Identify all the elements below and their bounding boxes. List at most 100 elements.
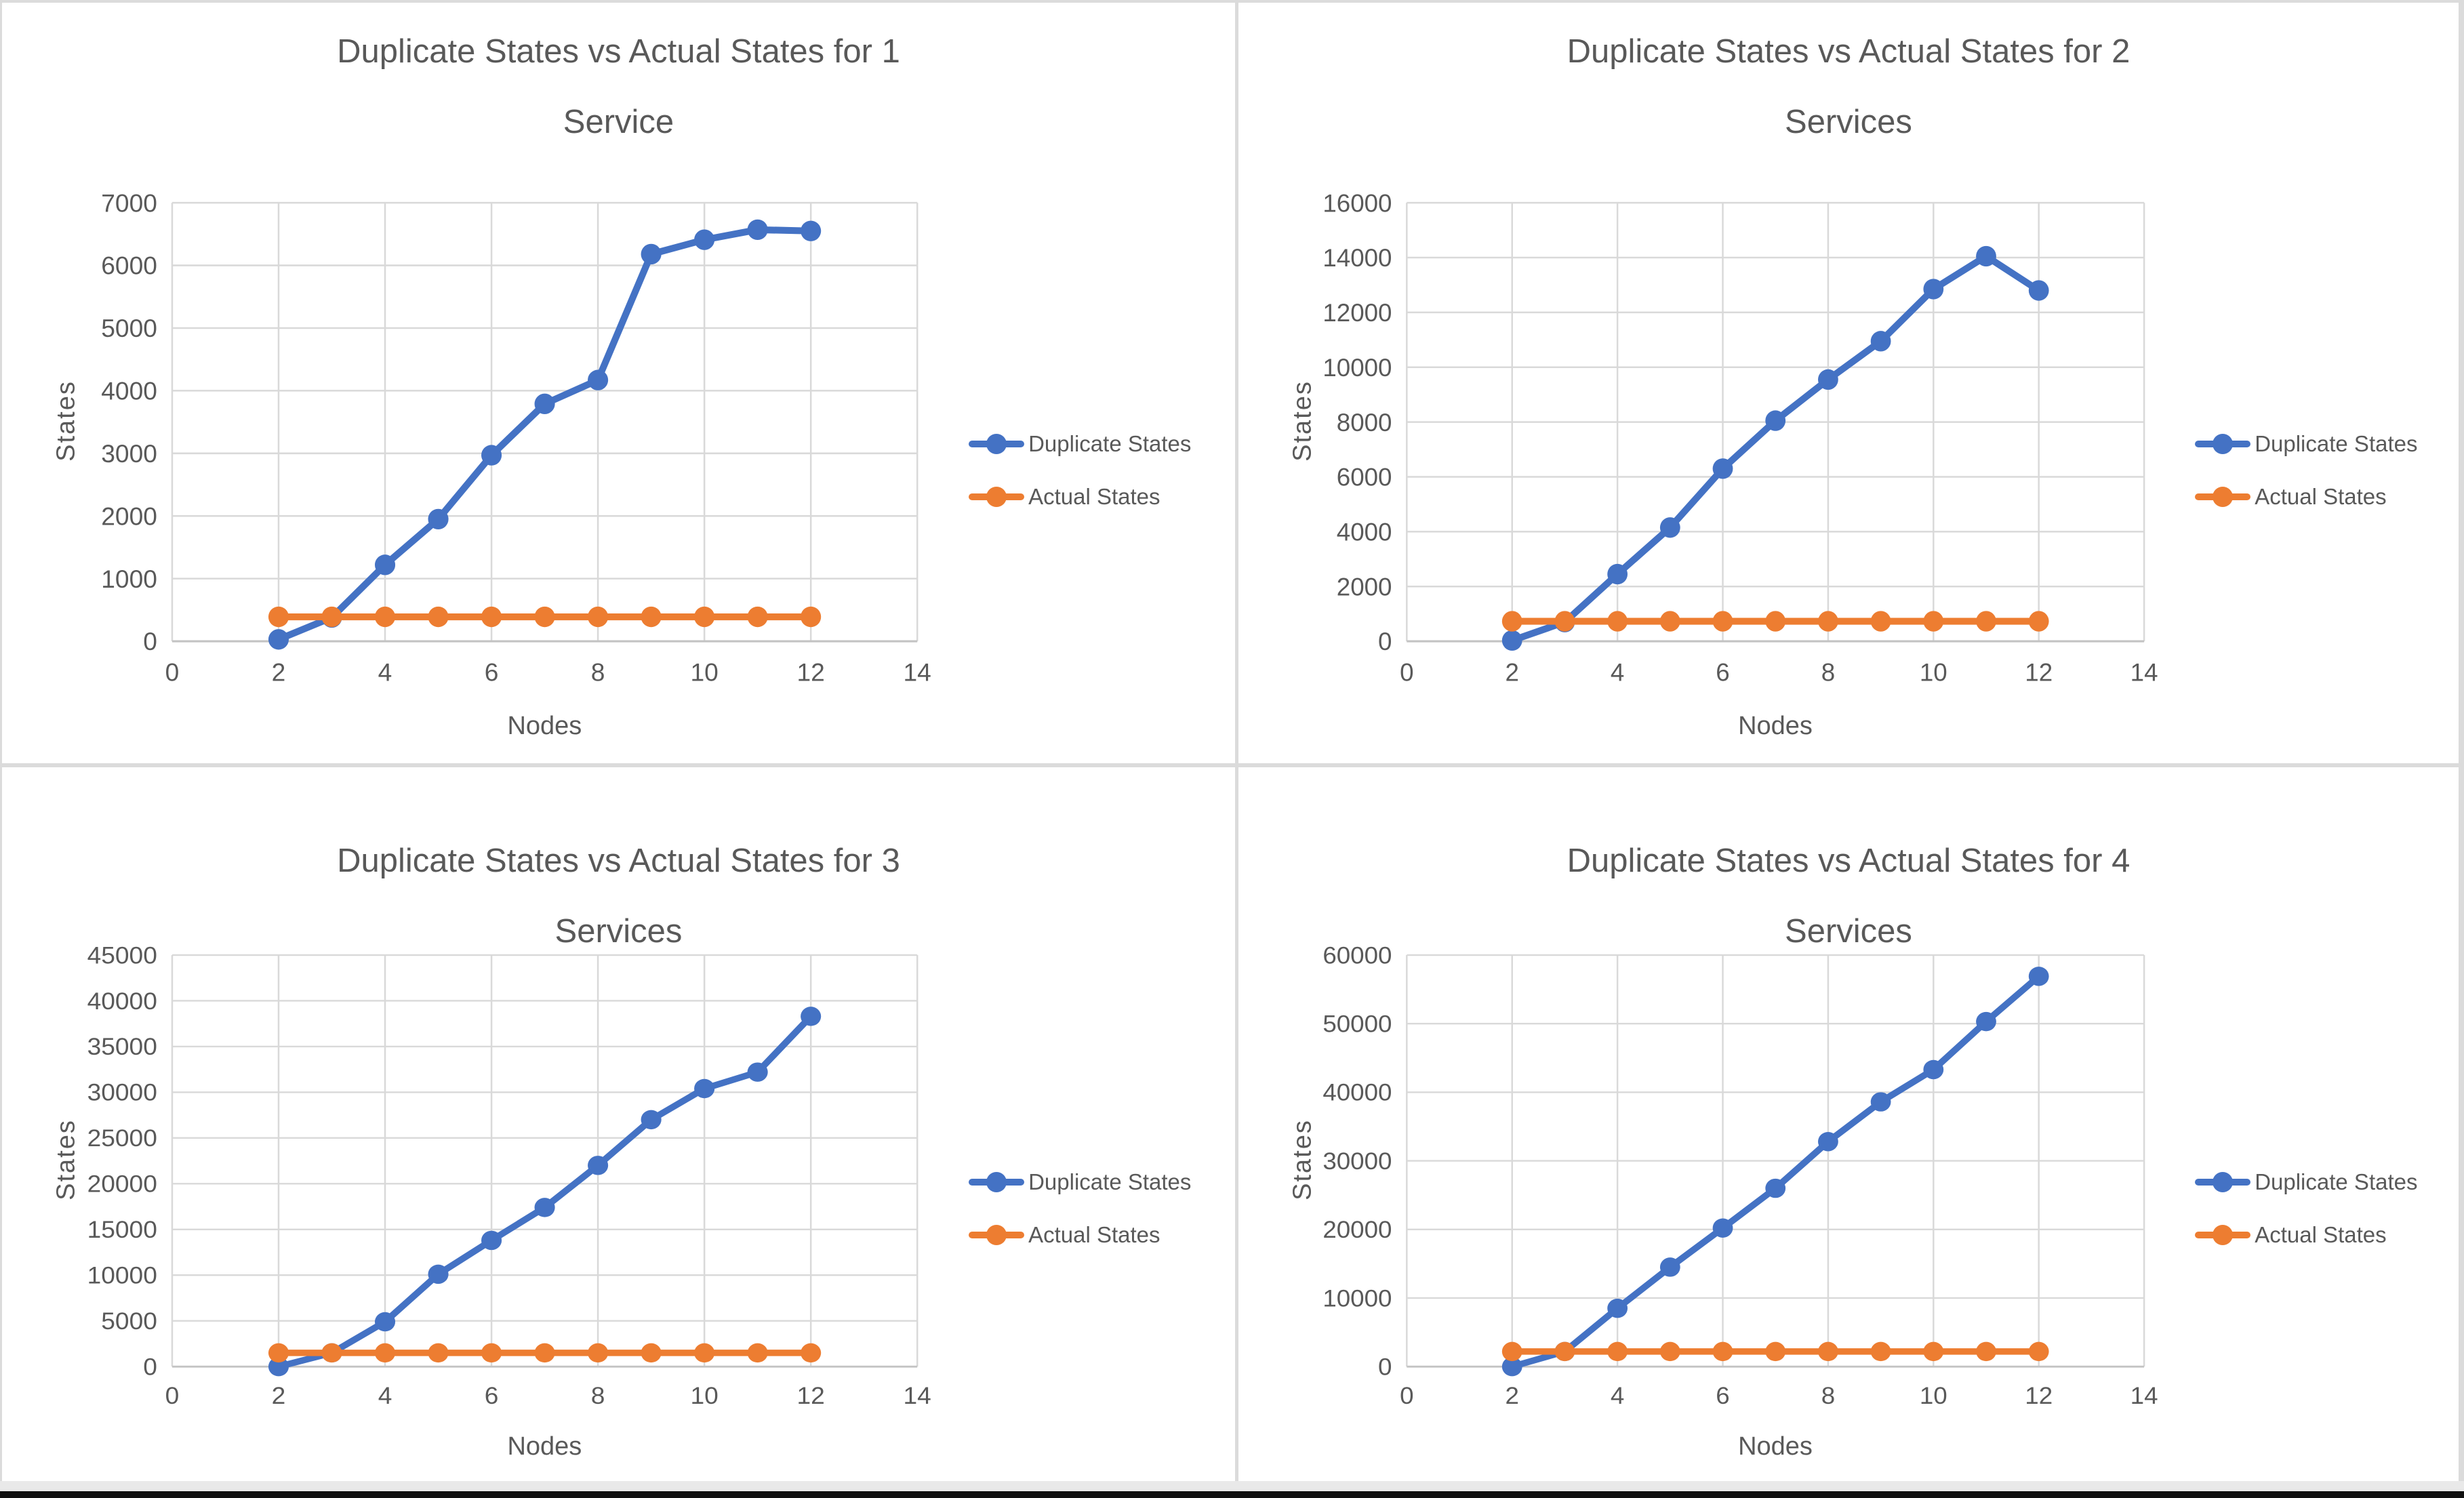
actual-states-marker[interactable] — [1607, 1341, 1628, 1362]
actual-states-marker[interactable] — [1870, 611, 1891, 632]
actual-states-marker[interactable] — [321, 1343, 342, 1363]
actual-states-marker[interactable] — [694, 1343, 715, 1363]
legend-item-duplicate-states[interactable]: Duplicate States — [2195, 430, 2418, 458]
legend-item-duplicate-states[interactable]: Duplicate States — [2195, 1169, 2418, 1196]
duplicate-states-marker[interactable] — [694, 1078, 715, 1099]
chart-title[interactable]: Duplicate States vs Actual States for 2 … — [1238, 16, 2459, 157]
actual-states-marker[interactable] — [1659, 1341, 1680, 1362]
duplicate-states-marker[interactable] — [1607, 563, 1628, 585]
duplicate-states-marker[interactable] — [1712, 1218, 1733, 1238]
legend-item-actual-states[interactable]: Actual States — [2195, 483, 2417, 510]
actual-states-marker[interactable] — [481, 1343, 502, 1363]
duplicate-states-marker[interactable] — [641, 243, 662, 265]
actual-states-marker[interactable] — [747, 1343, 768, 1363]
duplicate-states-marker[interactable] — [2028, 967, 2049, 986]
duplicate-states-marker[interactable] — [1607, 1298, 1628, 1318]
actual-states-marker[interactable] — [1607, 611, 1628, 632]
actual-states-marker[interactable] — [1501, 1341, 1522, 1362]
duplicate-states-marker[interactable] — [1976, 1011, 1996, 1032]
actual-states-marker[interactable] — [1976, 1341, 1996, 1362]
duplicate-states-marker[interactable] — [481, 445, 502, 466]
actual-states-marker[interactable] — [1501, 611, 1522, 632]
legend-item-duplicate-states[interactable]: Duplicate States — [969, 430, 1191, 458]
actual-states-marker[interactable] — [588, 606, 609, 628]
duplicate-states-marker[interactable] — [641, 1110, 662, 1130]
actual-states-marker[interactable] — [534, 1343, 555, 1363]
duplicate-states-marker[interactable] — [1712, 458, 1733, 479]
duplicate-states-marker[interactable] — [1976, 245, 1996, 267]
legend-item-actual-states[interactable]: Actual States — [2195, 1221, 2417, 1249]
legend-item-actual-states[interactable]: Actual States — [969, 483, 1191, 510]
chart-plot-area[interactable]: 0 2 4 6 8 10 12 14 0 2000 4000 6000 8000 10000 12000 14… — [1238, 3, 2459, 763]
actual-states-marker[interactable] — [1976, 611, 1996, 632]
duplicate-states-marker[interactable] — [1501, 1356, 1522, 1377]
duplicate-states-marker[interactable] — [1818, 1132, 1838, 1152]
duplicate-states-marker[interactable] — [374, 1312, 396, 1332]
actual-states-marker[interactable] — [374, 1343, 396, 1363]
actual-states-marker[interactable] — [268, 1343, 289, 1363]
actual-states-marker[interactable] — [1923, 611, 1944, 632]
duplicate-states-marker[interactable] — [374, 554, 396, 575]
duplicate-states-marker[interactable] — [801, 1007, 822, 1026]
duplicate-states-line[interactable] — [1508, 973, 2042, 1370]
actual-states-marker[interactable] — [1923, 1341, 1944, 1362]
actual-states-marker[interactable] — [1818, 611, 1838, 632]
chart-plot-area[interactable]: 0 2 4 6 8 10 12 14 0 1000 2000 3000 4000 5000 6000 7000 — [2, 3, 1235, 763]
duplicate-states-marker[interactable] — [481, 1230, 502, 1251]
actual-states-marker[interactable] — [268, 606, 289, 628]
duplicate-states-marker[interactable] — [534, 393, 555, 414]
duplicate-states-marker[interactable] — [801, 220, 822, 241]
duplicate-states-marker[interactable] — [1870, 331, 1891, 352]
actual-states-marker[interactable] — [1712, 1341, 1733, 1362]
legend-item-actual-states[interactable]: Actual States — [969, 1221, 1191, 1249]
actual-states-marker[interactable] — [2028, 611, 2049, 632]
duplicate-states-marker[interactable] — [1659, 1257, 1680, 1277]
actual-states-marker[interactable] — [801, 606, 822, 628]
actual-states-marker[interactable] — [641, 1343, 662, 1363]
duplicate-states-line[interactable] — [275, 1013, 815, 1370]
actual-states-marker[interactable] — [588, 1343, 609, 1363]
duplicate-states-marker[interactable] — [428, 1264, 449, 1284]
duplicate-states-marker[interactable] — [1870, 1092, 1891, 1112]
actual-states-marker[interactable] — [1765, 611, 1786, 632]
duplicate-states-marker[interactable] — [747, 1062, 768, 1082]
duplicate-states-marker[interactable] — [2028, 280, 2049, 301]
duplicate-states-line[interactable] — [1508, 252, 2042, 644]
actual-states-marker[interactable] — [374, 606, 396, 628]
chart-plot-area[interactable]: 0 2 4 6 8 10 12 14 0 10000 20000 30000 40000 50000 600… — [1238, 767, 2459, 1481]
actual-states-marker[interactable] — [1554, 611, 1575, 632]
actual-states-marker[interactable] — [1765, 1341, 1786, 1362]
legend-item-duplicate-states[interactable]: Duplicate States — [969, 1169, 1191, 1196]
actual-states-marker[interactable] — [1659, 611, 1680, 632]
duplicate-states-marker[interactable] — [1659, 517, 1680, 538]
right-edge-scroll-strip[interactable] — [2459, 0, 2464, 1481]
actual-states-marker[interactable] — [428, 1343, 449, 1363]
duplicate-states-marker[interactable] — [1765, 1178, 1786, 1198]
duplicate-states-marker[interactable] — [588, 1156, 609, 1175]
actual-states-marker[interactable] — [428, 606, 449, 628]
actual-states-marker[interactable] — [534, 606, 555, 628]
duplicate-states-marker[interactable] — [747, 219, 768, 241]
actual-states-marker[interactable] — [1818, 1341, 1838, 1362]
duplicate-states-marker[interactable] — [1501, 630, 1522, 651]
chart-title[interactable]: Duplicate States vs Actual States for 4 … — [1238, 826, 2459, 967]
actual-states-marker[interactable] — [2028, 1341, 2049, 1362]
chart-plot-area[interactable]: 0 2 4 6 8 10 12 14 0 5000 10000 15000 20000 25000 3000… — [2, 767, 1235, 1481]
duplicate-states-marker[interactable] — [1765, 410, 1786, 431]
chart-title[interactable]: Duplicate States vs Actual States for 3 … — [2, 826, 1235, 967]
actual-states-marker[interactable] — [747, 606, 768, 628]
duplicate-states-marker[interactable] — [694, 229, 715, 250]
actual-states-marker[interactable] — [321, 606, 342, 628]
actual-states-marker[interactable] — [1870, 1341, 1891, 1362]
actual-states-marker[interactable] — [481, 606, 502, 628]
duplicate-states-marker[interactable] — [268, 1356, 289, 1377]
duplicate-states-marker[interactable] — [1923, 1059, 1944, 1080]
duplicate-states-marker[interactable] — [428, 508, 449, 530]
duplicate-states-marker[interactable] — [268, 629, 289, 650]
actual-states-marker[interactable] — [1712, 611, 1733, 632]
actual-states-marker[interactable] — [694, 606, 715, 628]
chart-title[interactable]: Duplicate States vs Actual States for 1 … — [2, 16, 1235, 157]
duplicate-states-marker[interactable] — [1923, 279, 1944, 300]
actual-states-marker[interactable] — [1554, 1341, 1575, 1362]
duplicate-states-marker[interactable] — [588, 369, 609, 390]
